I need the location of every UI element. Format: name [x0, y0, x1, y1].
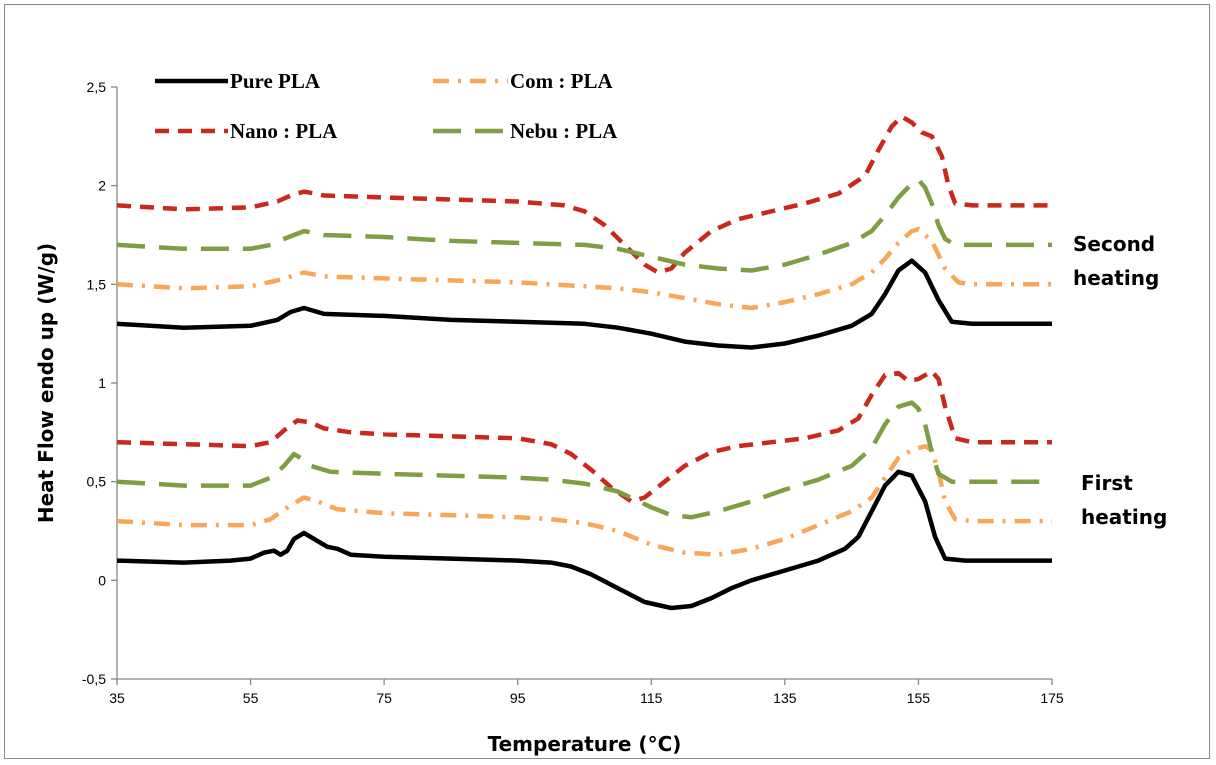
y-tick-label: 1,5 — [87, 276, 107, 292]
legend-label: Nano : PLA — [230, 119, 338, 143]
y-tick-label: 0,5 — [87, 474, 107, 490]
y-tick-label: 0 — [98, 572, 106, 588]
series-line-nebu-pla-second-heating — [116, 177, 1052, 273]
y-tick-label: 1 — [98, 375, 106, 391]
annotation-label: heating — [1081, 505, 1167, 529]
x-tick-label: 155 — [907, 690, 931, 706]
legend-label: Nebu : PLA — [510, 119, 618, 143]
series-line-nano-pla-second-heating — [116, 114, 1052, 275]
x-axis-title: Temperature (°C) — [488, 732, 682, 756]
y-tick-label: 2,5 — [87, 79, 107, 95]
y-axis-title: Heat Flow endo up (W/g) — [34, 243, 58, 523]
annotation-label: Second — [1073, 232, 1155, 256]
series-line-com-pla-first-heating — [116, 443, 1052, 557]
legend-label: Pure PLA — [230, 69, 321, 93]
series-line-nebu-pla-first-heating — [116, 400, 1052, 520]
annotation-label: heating — [1073, 266, 1159, 290]
x-tick-label: 95 — [510, 690, 526, 706]
annotation-label: First — [1081, 471, 1133, 495]
series-line-com-pla-second-heating — [116, 226, 1052, 311]
y-tick-label: -0,5 — [82, 671, 106, 687]
series-line-nano-pla-first-heating — [116, 368, 1052, 504]
series-line-pure-pla-second-heating — [116, 258, 1052, 350]
y-tick-label: 2 — [98, 178, 106, 194]
x-tick-label: 135 — [773, 690, 797, 706]
series-line-pure-pla-first-heating — [116, 469, 1052, 611]
x-tick-label: 75 — [376, 690, 392, 706]
legend-label: Com : PLA — [510, 69, 613, 93]
x-tick-label: 175 — [1040, 690, 1064, 706]
x-tick-label: 35 — [109, 690, 125, 706]
x-tick-label: 55 — [243, 690, 259, 706]
x-tick-label: 115 — [640, 690, 663, 706]
